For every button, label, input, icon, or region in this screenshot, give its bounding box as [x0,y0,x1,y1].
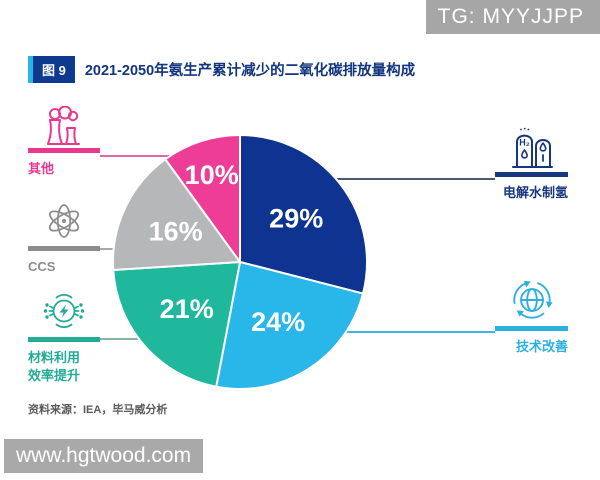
top-watermark-text: TG: MYYJJPP [437,5,584,28]
pie-slice-label: 16% [149,217,203,247]
hydrogen-tanks-icon: H₂ [495,122,568,172]
top-watermark-badge: TG: MYYJJPP [425,0,600,34]
pie-slice-29% [239,134,368,295]
legend-item-other: 其他 [28,106,100,178]
energy-network-icon [28,288,100,337]
bottom-watermark-text: www.hgtwood.com [16,444,192,467]
badge-accent-stripe [28,56,33,83]
legend-bar-tech [495,326,568,331]
bottom-watermark-badge: www.hgtwood.com [4,439,204,473]
connector-line-hydrogen [300,178,495,180]
legend-bar-other [28,148,100,153]
pie-slice-21% [112,261,241,388]
legend-bar-material [28,337,100,342]
legend-bar-hydrogen [495,172,568,177]
pie-chart-container: 29% 24% 21% 16% 10% [105,127,375,397]
sync-arrow [536,282,553,309]
pie-chart: 29% 24% 21% 16% 10% [112,134,368,390]
legend-label-material: 材料利用 效率提升 [28,350,81,384]
pie-slice-label: 21% [160,294,214,324]
svg-text:H₂: H₂ [519,138,530,148]
figure-number-badge: 图 9 [28,56,75,83]
figure-number: 图 9 [33,56,75,83]
atom-icon [28,200,100,246]
chart-title: 2021-2050年氨生产累计减少的二氧化碳排放量构成 [84,63,416,79]
pie-slice-label: 29% [269,203,323,233]
pie-slice-16% [112,158,241,271]
legend-item-material: 材料利用 效率提升 [28,288,100,385]
factory-icon [28,106,100,148]
pie-slice-label: 24% [251,307,305,337]
pie-slice-24% [215,261,365,390]
connector-line-other [100,155,200,157]
source-note: 资料来源：IEA，毕马威分析 [28,404,168,416]
connector-line-tech [320,331,495,333]
legend-item-ccs: CCS [28,200,100,276]
legend-item-hydrogen: H₂ 电解水制氢 [495,122,568,202]
pie-slice-10% [164,134,241,263]
globe-sync-icon [495,276,568,326]
legend-bar-ccs [28,246,100,251]
legend-label-other: 其他 [28,161,55,176]
legend-label-ccs: CCS [28,259,56,274]
legend-item-tech: 技术改善 [495,276,568,356]
pie-slice-label: 10% [185,160,239,190]
legend-label-hydrogen: 电解水制氢 [502,185,568,200]
legend-label-tech: 技术改善 [515,339,568,354]
figure-header: 图 9 2021-2050年氨生产累计减少的二氧化碳排放量构成 [28,56,415,83]
